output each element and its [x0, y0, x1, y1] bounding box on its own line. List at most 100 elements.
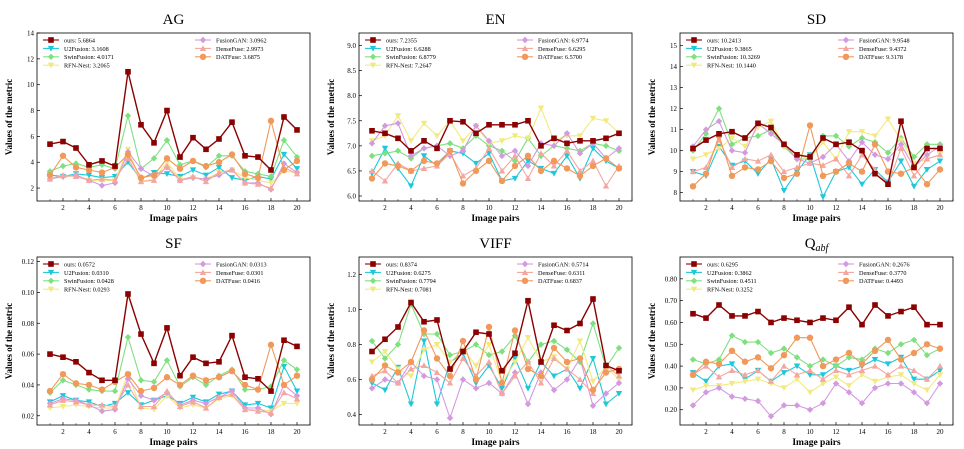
data-point	[793, 402, 801, 409]
data-point	[459, 172, 467, 179]
data-point	[381, 145, 389, 152]
data-point	[589, 355, 597, 362]
y-tick-label: 0.10	[22, 289, 35, 297]
data-point	[885, 313, 891, 319]
x-tick-label: 16	[564, 428, 572, 436]
data-point	[420, 347, 428, 353]
x-tick-label: 10	[486, 204, 494, 212]
data-point	[420, 330, 428, 338]
data-point	[550, 142, 558, 150]
y-tick-label: 0.4	[347, 411, 356, 419]
data-point	[858, 372, 866, 379]
y-tick-label: 0.08	[22, 320, 35, 328]
data-point	[150, 171, 158, 179]
data-point	[176, 403, 184, 410]
data-point	[511, 133, 519, 140]
data-point	[124, 155, 132, 161]
legend-entry: SwinFusion: 0.0428	[64, 278, 114, 285]
data-point	[897, 141, 905, 148]
data-point	[163, 137, 171, 144]
data-point	[394, 341, 402, 348]
data-point	[368, 376, 376, 383]
x-tick-label: 14	[859, 204, 867, 212]
data-point	[871, 356, 879, 363]
legend-marker	[47, 269, 55, 276]
data-point	[858, 134, 866, 142]
data-point	[215, 394, 223, 400]
data-point	[550, 373, 558, 380]
y-tick-label: 6.0	[347, 192, 356, 200]
data-point	[421, 138, 427, 144]
x-tick-label: 6	[113, 428, 117, 436]
x-tick-label: 4	[409, 204, 413, 212]
x-tick-label: 8	[782, 204, 786, 212]
data-point	[923, 166, 931, 173]
data-point	[368, 152, 376, 160]
legend-entry: U2Fusion: 0.0310	[64, 270, 109, 277]
data-point	[923, 151, 931, 158]
y-axis-label: Values of the metric	[647, 79, 657, 155]
data-point	[923, 375, 931, 382]
data-point	[884, 371, 892, 378]
data-point	[819, 356, 827, 363]
x-tick-label: 16	[885, 428, 893, 436]
data-point	[845, 371, 853, 378]
data-point	[498, 379, 506, 387]
data-point	[563, 365, 571, 372]
data-point	[150, 177, 158, 183]
data-point	[190, 354, 196, 360]
data-point	[793, 363, 801, 370]
y-axis-label: Values of the metric	[4, 303, 14, 379]
data-point	[190, 134, 196, 141]
x-tick-label: 12	[190, 428, 198, 436]
data-point	[124, 370, 132, 378]
data-point	[485, 379, 493, 387]
data-point	[280, 166, 288, 174]
data-point	[59, 397, 67, 403]
legend-entry: U2Fusion: 9.3865	[707, 46, 752, 53]
chart-title: AG	[163, 12, 185, 28]
y-tick-label: 0.02	[22, 412, 35, 420]
y-tick-label: 7.5	[347, 117, 356, 125]
y-tick-label: 8.5	[347, 67, 356, 75]
data-point	[420, 153, 428, 160]
series-fusiongan	[368, 120, 623, 170]
data-point	[897, 341, 905, 348]
data-point	[446, 147, 454, 155]
data-point	[689, 183, 697, 190]
y-tick-label: 0.70	[665, 297, 678, 305]
x-tick-label: 4	[730, 204, 734, 212]
data-point	[872, 170, 878, 177]
data-point	[420, 157, 428, 165]
legend-entry: DenseFuse: 2.9973	[216, 46, 263, 53]
legend-marker	[199, 269, 207, 275]
data-point	[111, 177, 119, 183]
legend: ours: 10.2413 U2Fusion: 9.3865SwinFusion:…	[686, 36, 910, 70]
data-point	[434, 317, 440, 323]
data-point	[485, 150, 493, 157]
data-point	[472, 160, 480, 167]
data-point	[937, 321, 943, 328]
data-point	[702, 170, 710, 177]
x-tick-label: 14	[859, 428, 867, 436]
data-point	[267, 184, 275, 191]
data-point	[280, 137, 288, 144]
data-point	[602, 155, 610, 162]
data-point	[923, 399, 931, 407]
data-point	[615, 372, 623, 379]
data-point	[485, 341, 493, 348]
series-line	[371, 357, 620, 420]
data-point	[138, 121, 144, 128]
y-tick-label: 12	[670, 105, 678, 113]
series-line	[692, 334, 941, 367]
data-point	[85, 386, 93, 393]
data-point	[407, 365, 415, 372]
legend: ours: 0.0572 U2Fusion: 0.0310SwinFusion: …	[43, 260, 267, 294]
data-point	[202, 178, 210, 185]
data-point	[615, 145, 623, 152]
data-point	[511, 332, 519, 339]
data-point	[407, 183, 415, 190]
data-point	[421, 318, 427, 325]
legend-entry: U2Fusion: 0.6275	[386, 270, 431, 277]
x-tick-label: 4	[87, 204, 91, 212]
